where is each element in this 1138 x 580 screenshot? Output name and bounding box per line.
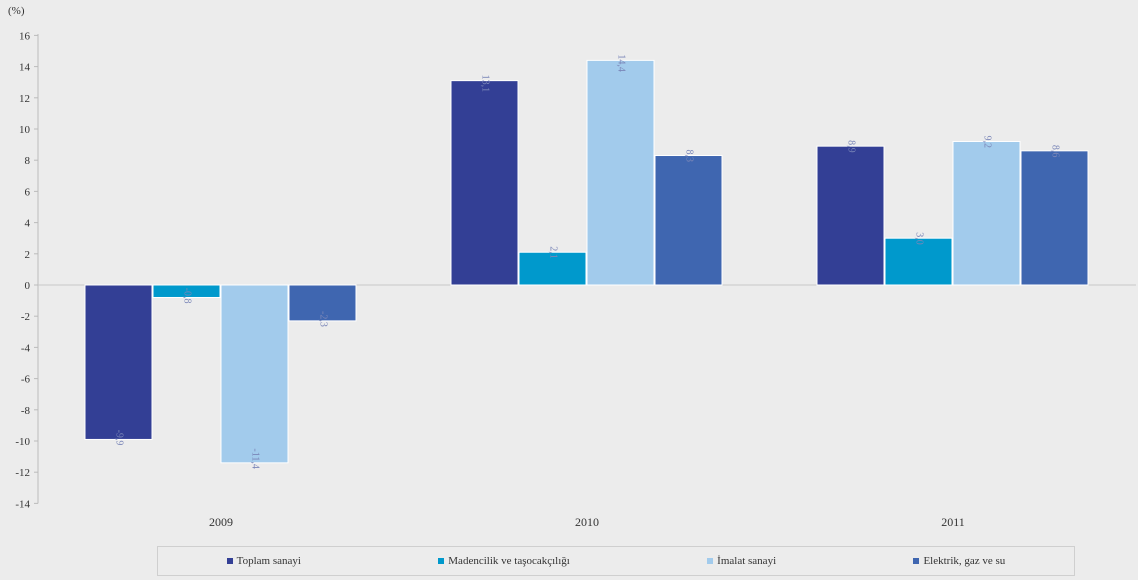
x-tick-label: 2010 [575,515,599,529]
legend-label: İmalat sanayi [717,555,777,567]
data-label: 3,0 [914,232,925,245]
bar [654,155,723,286]
x-tick-label: 2011 [941,515,965,529]
bar [884,237,953,286]
y-tick-label: 14 [19,62,31,74]
data-label: 9,2 [982,135,993,148]
legend-label: Toplam sanayi [236,555,301,567]
y-unit-label: (%) [8,5,25,17]
bar [450,80,519,286]
y-tick-label: -10 [15,436,30,448]
y-tick-label: -6 [21,374,31,386]
y-tick-label: -12 [15,467,30,479]
data-label: 8,3 [684,150,695,163]
bar [84,284,153,440]
data-label: -2,3 [318,311,329,327]
y-tick-label: 16 [19,30,31,42]
bar [288,284,357,322]
y-tick-label: 2 [25,249,31,261]
bar [816,145,885,286]
data-label: 13,1 [480,75,491,93]
bar [952,140,1021,286]
legend-swatch [707,558,714,564]
data-label: 2,1 [548,246,559,258]
legend-item-toplam-sanayi: Toplam sanayi [226,555,301,567]
legend-item-madencilik: Madencilik ve taşocakçılığı [438,555,570,567]
data-label: 8,9 [846,140,857,153]
data-label: 8,6 [1050,145,1061,158]
bar [518,251,587,286]
bar [220,284,289,464]
legend-swatch [438,558,445,564]
bar [1020,150,1089,286]
y-tick-label: -8 [21,405,31,417]
y-tick-label: -14 [15,498,30,510]
data-label: 14,4 [616,54,627,72]
legend: Toplam sanayi Madencilik ve taşocakçılığ… [157,546,1075,576]
y-tick-label: 10 [19,124,31,136]
x-tick-label: 2009 [209,515,233,529]
legend-item-elektrik-gaz-su: Elektrik, gaz ve su [913,555,1005,567]
y-tick-label: 12 [19,93,30,105]
data-label: -11,4 [250,448,261,468]
chart: (%) 16 14 12 10 8 6 4 2 0 -2 -4 -6 -8 -10 -12 -14 2009 20… [8,5,1136,529]
legend-swatch [913,558,920,564]
y-tick-label: 6 [25,186,31,198]
bars [84,59,1089,464]
data-label: -0,8 [182,288,193,304]
legend-label: Elektrik, gaz ve su [923,555,1006,567]
y-tick-label: -2 [21,311,30,323]
legend-item-imalat-sanayi: İmalat sanayi [707,555,776,567]
y-tick-label: 8 [25,155,31,167]
y-tick-label: -4 [21,342,31,354]
bar [152,284,221,298]
bar [586,59,655,286]
legend-swatch [226,558,233,564]
data-labels: -9,9 -0,8 -11,4 -2,3 13,1 2,1 14,4 8,3 8,9 3,0 9,2… [114,54,1061,468]
data-label: -9,9 [114,430,125,446]
y-tick-label: 0 [25,280,31,292]
y-tick-label: 4 [25,218,31,230]
legend-label: Madencilik ve taşocakçılığı [448,555,570,567]
